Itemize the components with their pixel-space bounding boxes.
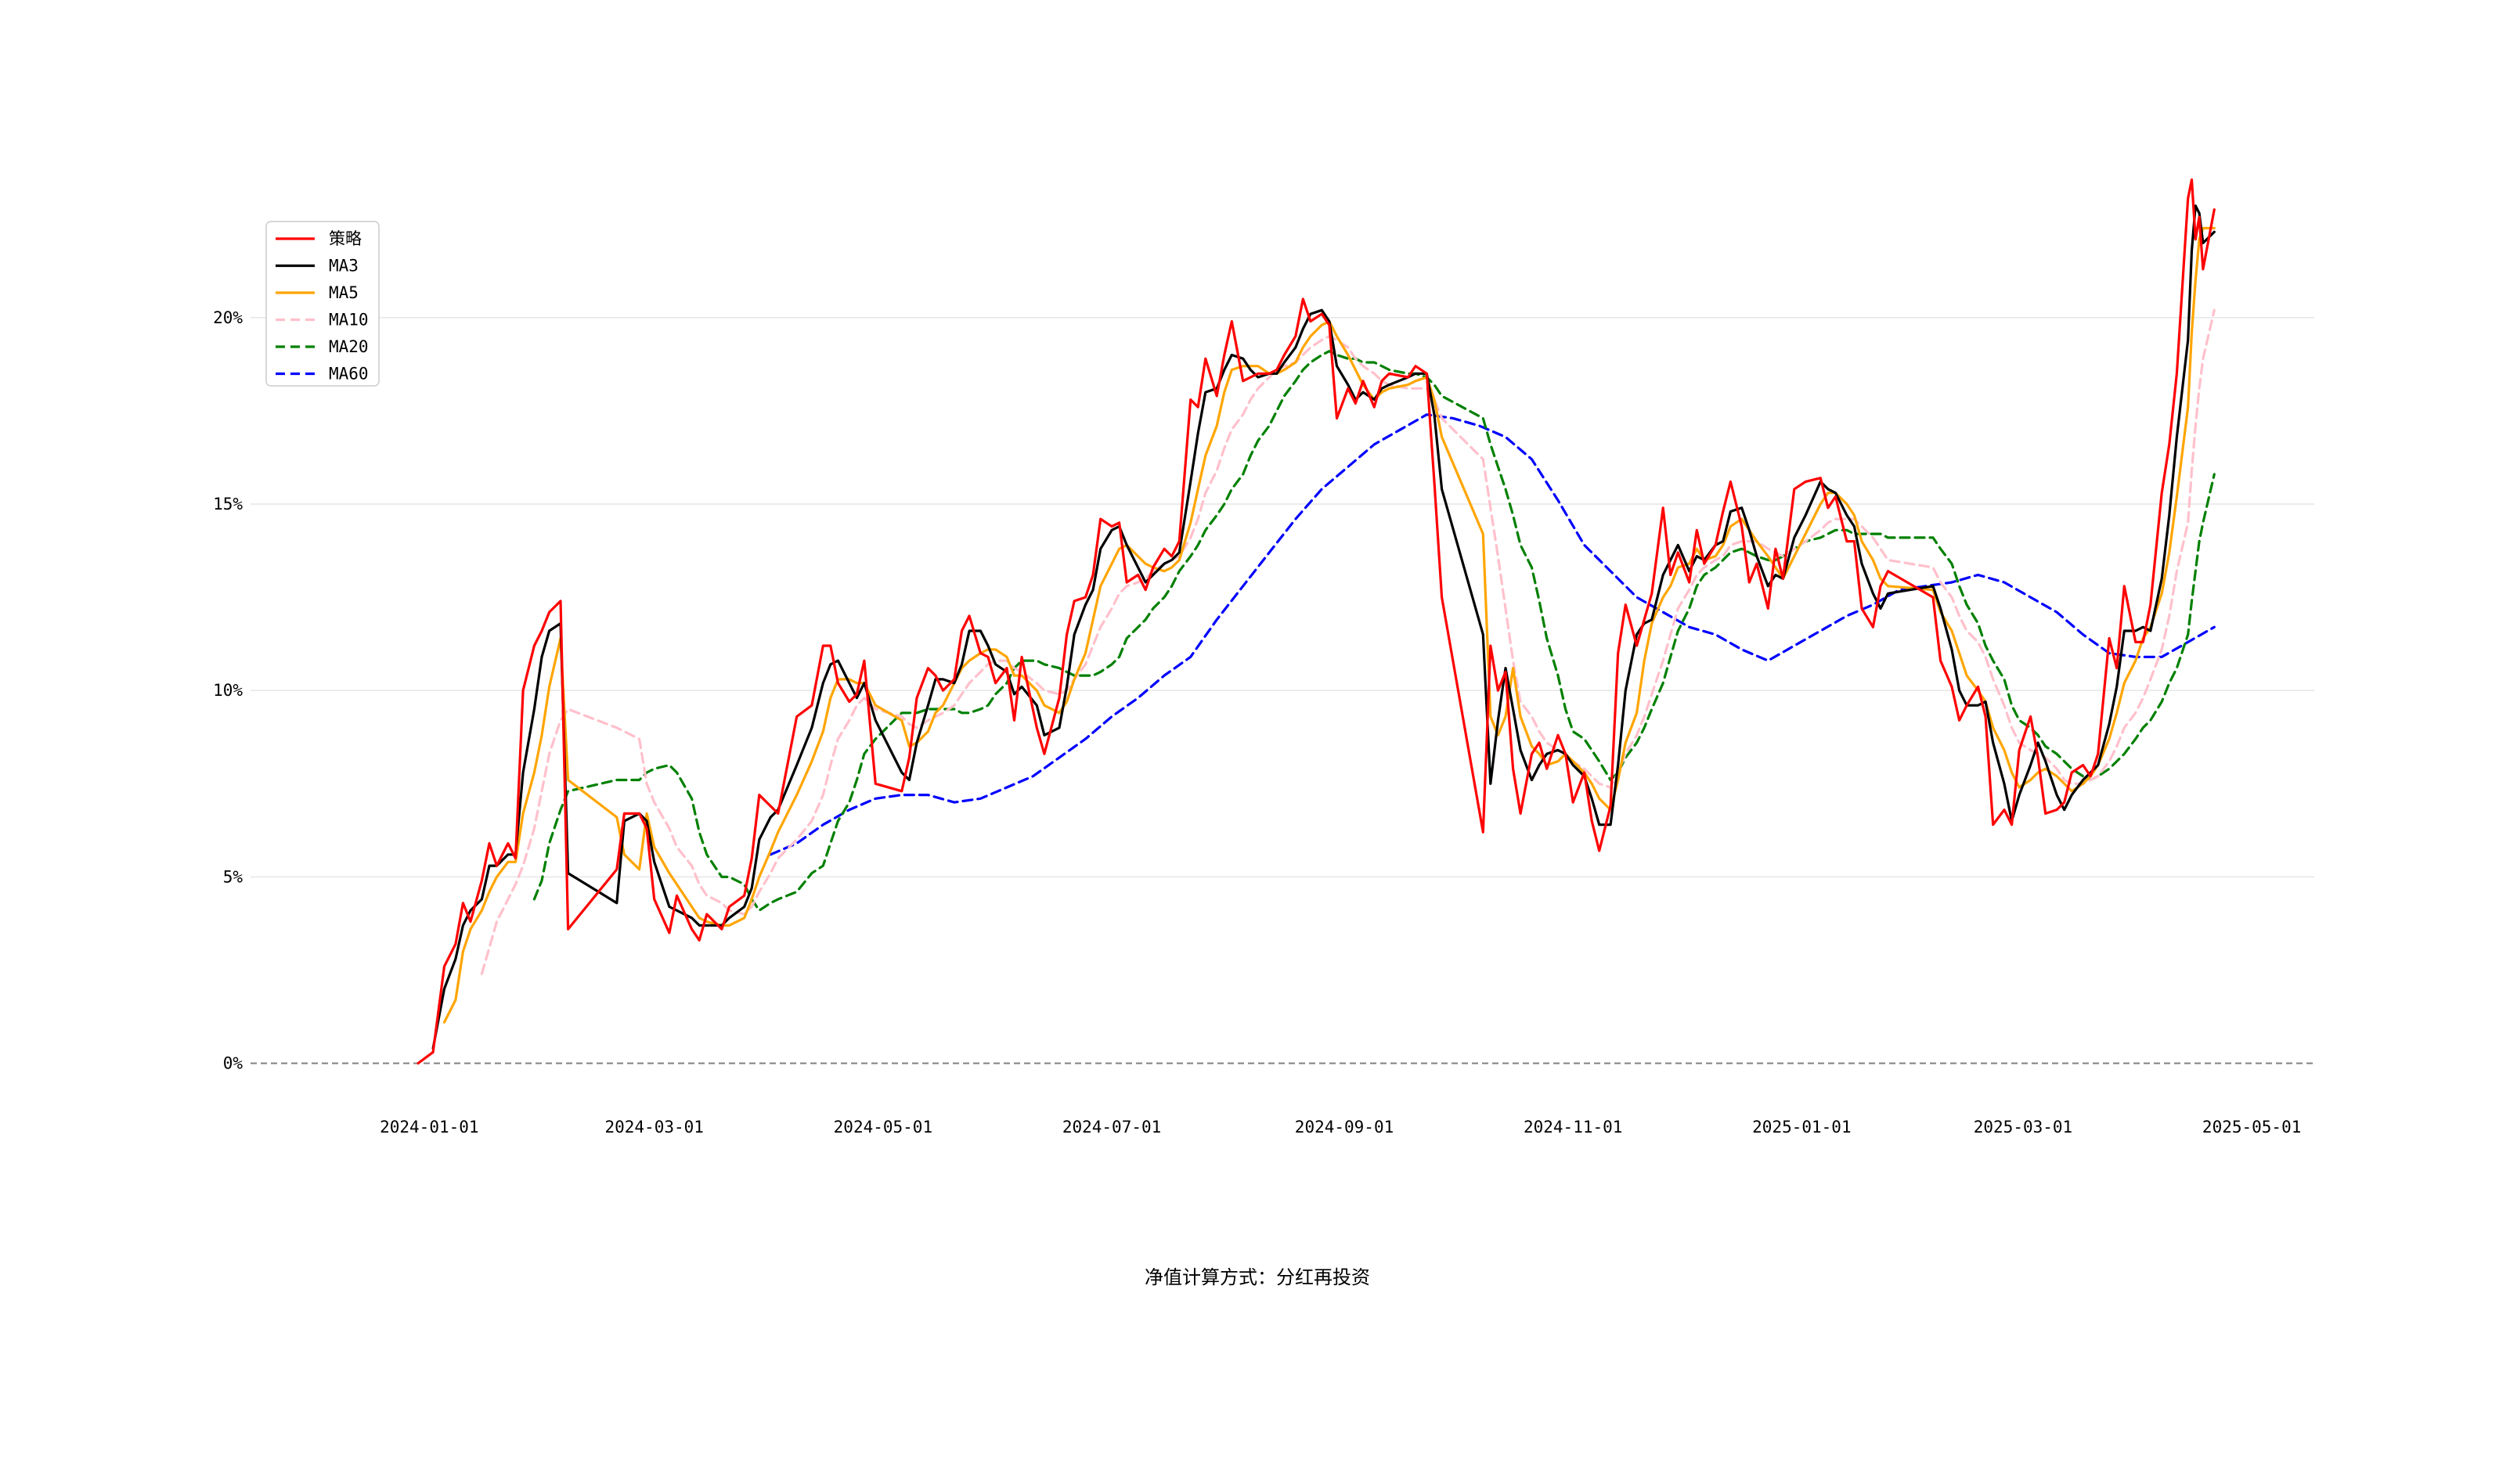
x-tick-label: 2024-09-01 (1295, 1118, 1394, 1136)
x-tick-label: 2024-07-01 (1062, 1118, 1161, 1136)
legend: 策略 MA3 MA5 MA10 MA20 MA60 (265, 221, 380, 387)
x-tick-label: 2024-05-01 (834, 1118, 932, 1136)
series-line-ma10 (480, 308, 2216, 975)
y-axis-ticks: 0% 5% 10% 15% 20% (213, 308, 243, 1073)
nav-method-note: 净值计算方式：分红再投资 (1145, 1266, 1370, 1288)
series-line-ma3 (431, 204, 2216, 1050)
series-line-ma20 (532, 350, 2216, 912)
legend-label: MA3 (329, 257, 359, 276)
legend-label: MA5 (329, 283, 359, 302)
legend-label: MA10 (329, 311, 369, 330)
x-axis-ticks: 2024-01-01 2024-03-01 2024-05-01 2024-07-01… (380, 1118, 2301, 1136)
x-tick-label: 2024-03-01 (604, 1118, 703, 1136)
x-tick-label: 2025-03-01 (1974, 1118, 2072, 1136)
series-line-ma5 (442, 226, 2216, 1024)
series-lines (417, 178, 2216, 1065)
y-tick-label: 5% (223, 867, 243, 886)
grid-lines (251, 317, 2314, 878)
legend-label: 策略 (329, 229, 362, 248)
legend-frame (265, 221, 380, 387)
x-tick-label: 2025-05-01 (2202, 1118, 2301, 1136)
series-line-strategy (417, 178, 2216, 1065)
y-tick-label: 20% (213, 308, 243, 327)
legend-label: MA60 (329, 365, 369, 384)
y-tick-label: 15% (213, 495, 243, 513)
x-tick-label: 2024-01-01 (380, 1118, 478, 1136)
y-tick-label: 10% (213, 681, 243, 700)
series-line-ma60 (769, 413, 2216, 856)
x-tick-label: 2025-01-01 (1752, 1118, 1851, 1136)
legend-label: MA20 (329, 337, 369, 356)
x-tick-label: 2024-11-01 (1524, 1118, 1622, 1136)
y-tick-label: 0% (223, 1054, 243, 1073)
